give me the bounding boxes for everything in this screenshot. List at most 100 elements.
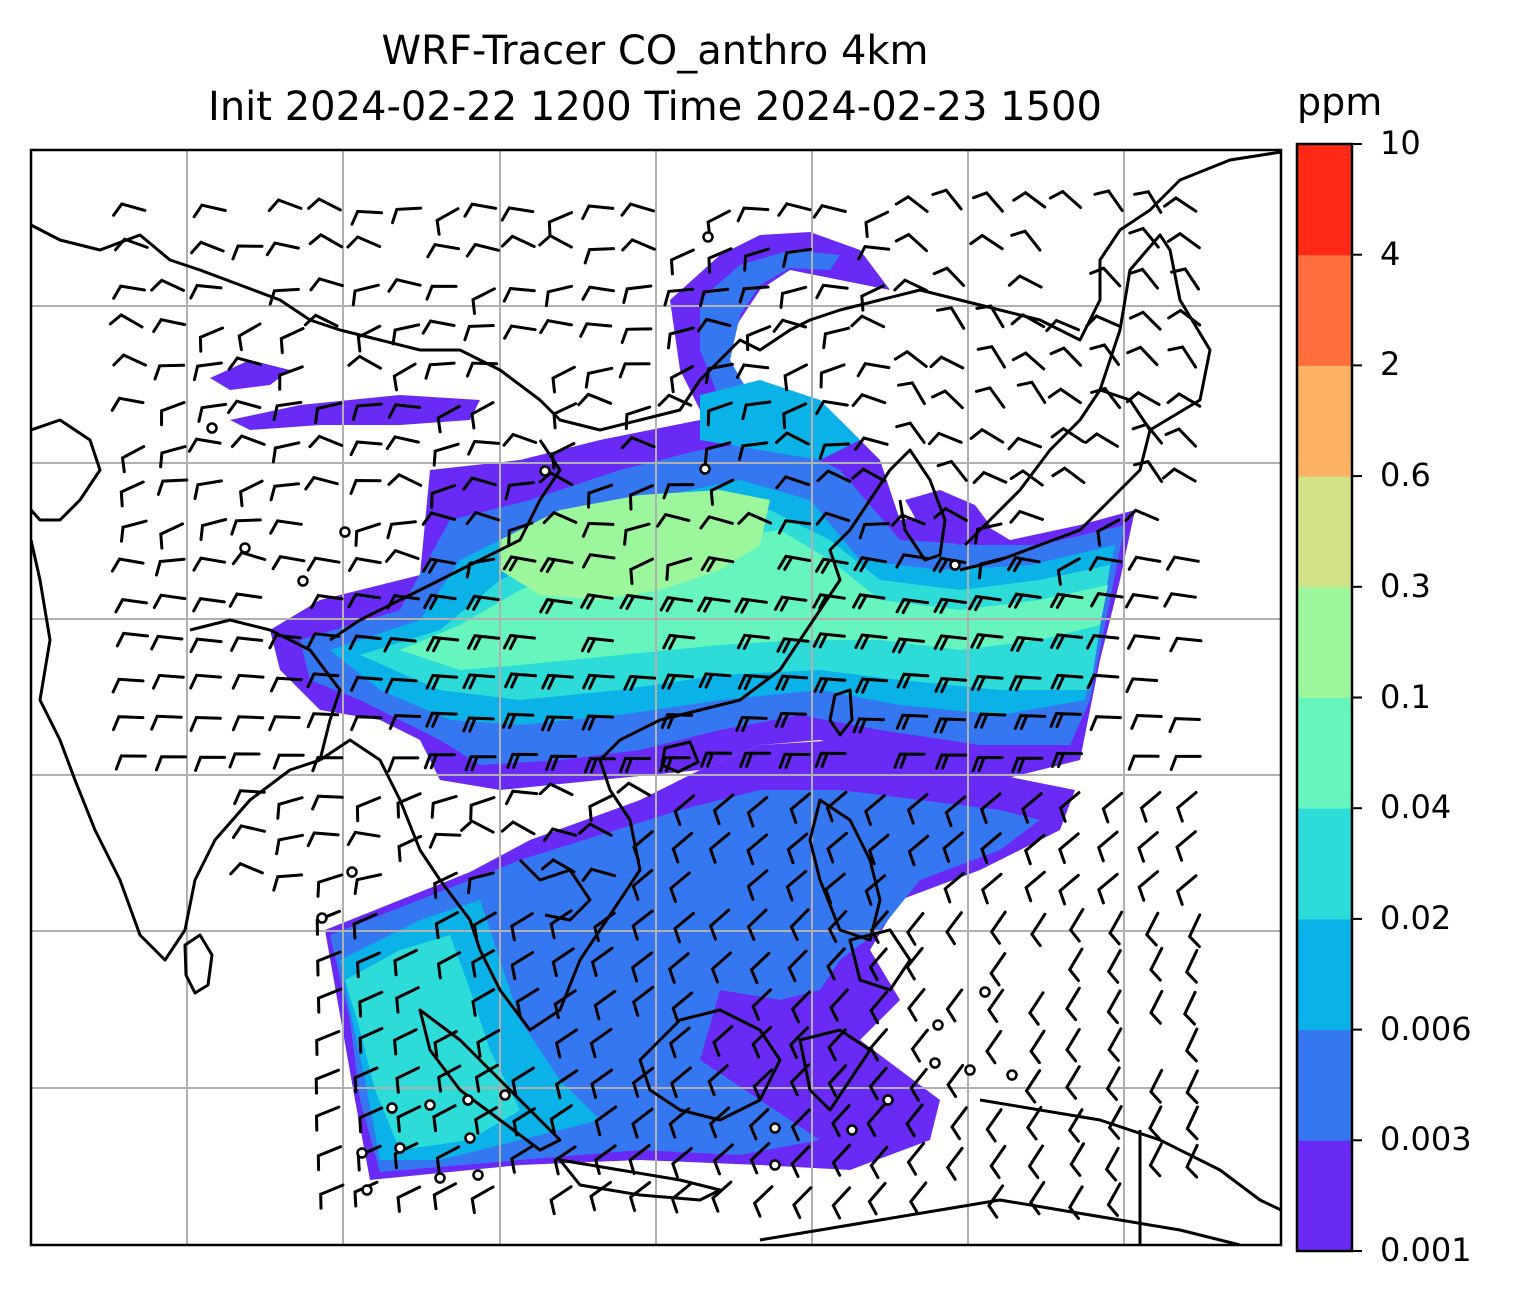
coastline-new-guinea xyxy=(979,1098,1281,1212)
wind-barb xyxy=(827,1028,847,1062)
wind-barb xyxy=(985,1108,1003,1143)
wind-barb xyxy=(462,673,496,690)
map-title-line2: Init 2024-02-22 1200 Time 2024-02-23 150… xyxy=(208,84,1102,130)
wind-barb xyxy=(272,400,303,421)
wind-barb xyxy=(511,1066,535,1096)
wind-barb xyxy=(631,909,654,941)
wind-barb xyxy=(1163,592,1197,608)
wind-barb xyxy=(1128,226,1160,249)
wind-barb xyxy=(671,831,694,864)
wind-barb xyxy=(423,593,457,610)
coastline-russia-north xyxy=(31,150,1281,432)
calm-wind-circle xyxy=(699,463,711,475)
wind-barb xyxy=(1128,310,1162,331)
wind-barb xyxy=(227,356,262,371)
wind-barb xyxy=(433,871,458,899)
wind-barb xyxy=(897,381,926,406)
wind-barb xyxy=(384,548,420,563)
wind-barb xyxy=(893,752,926,769)
wind-barb xyxy=(631,1066,655,1098)
calm-wind-circle xyxy=(239,542,251,554)
wind-barb xyxy=(737,511,773,525)
wind-barb xyxy=(975,304,1005,329)
colorbar-tick-label: 10 xyxy=(1380,124,1421,162)
wind-barb xyxy=(1106,1182,1122,1217)
wind-barb xyxy=(584,366,614,389)
calm-wind-circle xyxy=(979,986,991,998)
wind-barb xyxy=(472,911,497,941)
wind-barb xyxy=(474,1063,499,1093)
wind-barb xyxy=(656,512,691,528)
wind-barb xyxy=(500,820,536,836)
wind-barb xyxy=(816,469,852,483)
wind-barb xyxy=(308,232,344,249)
wind-barb xyxy=(1065,1065,1081,1100)
wind-barb xyxy=(1093,189,1124,212)
wind-barb xyxy=(150,634,184,651)
wind-barb xyxy=(659,595,694,613)
wind-barb xyxy=(618,362,651,379)
wind-barb xyxy=(972,470,1008,485)
plume-north-arc-low xyxy=(700,250,840,400)
wind-barb xyxy=(230,434,266,448)
wind-barb xyxy=(1175,830,1197,862)
wind-barb xyxy=(1162,467,1197,483)
coastline-gulf-thailand xyxy=(518,858,592,922)
calm-wind-circle xyxy=(206,422,218,434)
wind-barb xyxy=(192,203,227,219)
wind-barb xyxy=(1050,633,1084,650)
wind-barb xyxy=(153,363,186,381)
wind-barb xyxy=(697,596,731,613)
wind-barb xyxy=(1127,754,1160,771)
wind-barb xyxy=(588,794,613,822)
wind-barb xyxy=(553,1145,577,1176)
wind-barb xyxy=(936,459,968,482)
wind-barb xyxy=(628,484,654,511)
wind-barb xyxy=(746,869,769,901)
wind-barb xyxy=(155,557,186,577)
wind-barb xyxy=(1148,1105,1163,1141)
wind-barb xyxy=(589,1027,613,1059)
wind-barb xyxy=(1131,422,1163,445)
wind-barb xyxy=(1184,948,1199,984)
wind-barb xyxy=(790,990,811,1024)
wind-barb xyxy=(1163,196,1198,213)
wind-barb xyxy=(989,1144,1007,1179)
wind-barb xyxy=(790,1145,811,1178)
wind-barb xyxy=(387,472,423,487)
wind-barb xyxy=(711,1180,733,1213)
wind-barb xyxy=(391,323,421,346)
wind-barb xyxy=(790,1108,811,1142)
wind-barb xyxy=(621,238,656,252)
wind-barb xyxy=(347,354,382,370)
coastlines xyxy=(31,150,1281,1245)
wind-barb xyxy=(700,751,733,768)
wind-barb xyxy=(1025,1106,1043,1141)
wind-barb xyxy=(668,1026,691,1059)
wind-barb xyxy=(1125,390,1161,406)
wind-barb xyxy=(864,210,890,238)
wind-barb xyxy=(582,553,616,569)
wind-barb xyxy=(815,399,849,416)
wind-barb xyxy=(120,445,146,474)
wind-barb xyxy=(306,672,340,689)
wind-barb xyxy=(706,401,733,427)
wind-barb xyxy=(739,751,772,768)
wind-barb xyxy=(393,1142,419,1170)
wind-barb xyxy=(1056,557,1081,586)
wind-barb xyxy=(159,522,185,550)
calm-wind-circle xyxy=(472,1169,484,1181)
wind-barb xyxy=(589,1180,612,1212)
wind-barb xyxy=(314,1068,340,1095)
wind-barb xyxy=(970,633,1004,650)
wind-barb xyxy=(316,1145,343,1172)
wind-barb xyxy=(895,421,926,444)
wind-barb xyxy=(577,392,613,407)
wind-barb xyxy=(189,673,222,690)
colorbar-segment xyxy=(1297,1029,1352,1141)
wind-barb xyxy=(749,1142,771,1175)
wind-barb xyxy=(1124,508,1160,522)
wind-barb xyxy=(349,440,383,457)
wind-barb xyxy=(976,345,1006,369)
wind-barb xyxy=(435,207,460,236)
